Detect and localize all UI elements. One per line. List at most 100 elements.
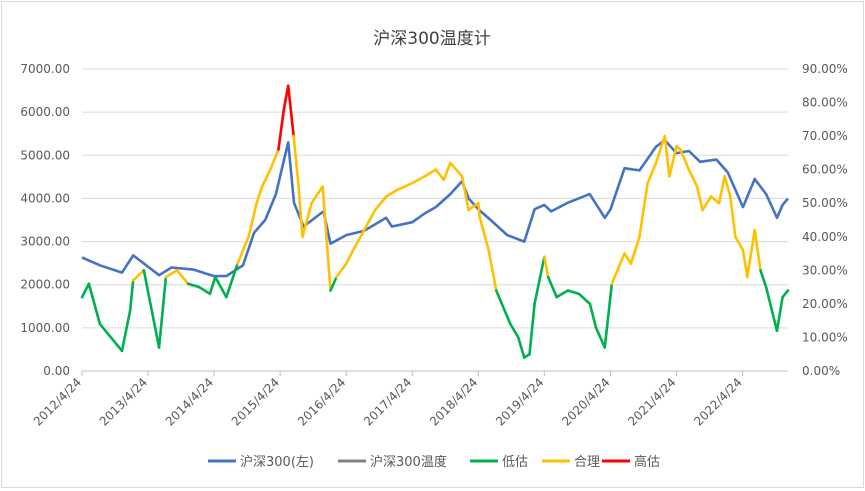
temperature-segment	[208, 275, 217, 296]
legend-label: 低估	[502, 455, 528, 470]
temperature-segment	[131, 269, 146, 282]
legend: 沪深300(左) 沪深300温度 低估 合理 高估	[208, 454, 660, 470]
x-tick-label: 2019/4/24	[493, 375, 546, 428]
x-tick-label: 2017/4/24	[361, 375, 414, 428]
temperature-segment	[186, 282, 201, 289]
temperature-segment	[603, 282, 614, 349]
y-right-tick-label: 70.00%	[802, 129, 848, 143]
temperature-segment	[728, 195, 737, 239]
temperature-segment	[286, 84, 295, 138]
temperature-segment	[247, 201, 258, 239]
temperature-segment	[543, 255, 550, 279]
temperature-segment	[197, 285, 212, 296]
y-left-tick-label: 4000.00	[20, 191, 70, 205]
temperature-segment	[384, 188, 399, 198]
y-axis-left: 0.00 1000.00 2000.00 3000.00 4000.00 5000.00 6…	[20, 62, 70, 378]
temperature-segment	[310, 185, 324, 205]
temperature-segment	[157, 275, 168, 349]
temperature-segment	[214, 275, 228, 299]
temperature-segment	[701, 195, 713, 212]
temperature-segment	[759, 269, 768, 289]
temperature-segment	[80, 282, 91, 299]
temperature-segment	[746, 228, 757, 279]
temperature-segment	[292, 134, 300, 182]
temperature-segment	[301, 201, 313, 239]
temperature-segment	[269, 148, 280, 171]
temperature-segment	[654, 134, 667, 165]
temperature-segment	[638, 181, 649, 239]
temperature-segment	[679, 148, 691, 171]
temperature-segment	[460, 175, 470, 212]
series-line-index	[81, 138, 789, 278]
x-axis: 2012/4/24 2013/4/24 2014/4/24 2015/4/24 2016…	[31, 370, 788, 429]
temperature-segment	[533, 255, 546, 306]
temperature-segment	[687, 168, 699, 188]
temperature-segment	[734, 235, 745, 252]
temperature-segment	[128, 279, 135, 312]
grid	[82, 68, 788, 372]
temperature-segment	[509, 322, 520, 339]
chart-title: 沪深300温度计	[373, 29, 490, 49]
temperature-segment	[448, 161, 464, 178]
y-left-tick-label: 0.00	[43, 364, 70, 378]
temperature-segment	[351, 228, 366, 252]
temperature-segment	[236, 235, 250, 265]
y-left-tick-label: 3000.00	[20, 235, 70, 249]
temperature-segment	[423, 168, 438, 178]
temperature-segment	[487, 248, 498, 292]
x-tick-label: 2020/4/24	[559, 375, 612, 428]
temperature-segment	[478, 215, 490, 252]
temperature-segment	[477, 201, 481, 218]
y-axis-right: 0.00% 10.00% 20.00% 30.00% 40.00% 50.00% 60.00…	[802, 62, 848, 378]
temperature-segment	[629, 235, 641, 265]
y-right-tick-label: 80.00%	[802, 96, 848, 110]
y-right-tick-label: 60.00%	[802, 163, 848, 177]
temperature-segment	[467, 201, 480, 212]
temperature-segment	[164, 269, 179, 279]
temperature-segment	[335, 262, 348, 279]
temperature-segment	[120, 309, 132, 353]
legend-label: 沪深300(左)	[240, 454, 314, 470]
y-left-tick-label: 5000.00	[20, 148, 70, 162]
y-left-tick-label: 1000.00	[20, 321, 70, 335]
temperature-segment	[594, 326, 607, 349]
temperature-segment	[494, 289, 512, 326]
x-tick-label: 2013/4/24	[97, 375, 150, 428]
x-tick-label: 2012/4/24	[31, 375, 84, 428]
y-right-tick-label: 30.00%	[802, 263, 848, 277]
x-tick-label: 2021/4/24	[625, 375, 678, 428]
temperature-segment	[546, 275, 558, 299]
temperature-segment	[717, 175, 726, 205]
temperature-segment	[225, 262, 239, 299]
legend-label: 合理	[574, 455, 600, 470]
y-right-tick-label: 40.00%	[802, 230, 848, 244]
temperature-segment	[296, 178, 304, 239]
temperature-segment	[623, 252, 633, 265]
temperature-segment	[516, 336, 526, 359]
temperature-segment	[344, 248, 355, 265]
temperature-segment	[646, 161, 658, 185]
temperature-segment	[142, 269, 161, 349]
x-tick-label: 2016/4/24	[295, 375, 348, 428]
x-tick-label: 2018/4/24	[427, 375, 480, 428]
temperature-segment	[753, 228, 762, 272]
temperature-segment	[781, 289, 790, 299]
temperature-segment	[528, 302, 536, 356]
temperature-segment	[434, 168, 446, 182]
temperature-segment	[695, 185, 704, 212]
temperature-segment	[775, 295, 784, 333]
temperature-segment	[329, 275, 338, 292]
temperature-segment	[577, 292, 592, 306]
temperature-segment	[764, 285, 779, 333]
temperature-segment	[109, 336, 124, 353]
temperature-segment	[588, 302, 598, 329]
temperature-segment	[709, 195, 721, 205]
temperature-segment	[87, 282, 102, 326]
y-left-tick-label: 2000.00	[20, 278, 70, 292]
y-right-tick-label: 50.00%	[802, 196, 848, 210]
temperature-segment	[723, 175, 732, 198]
temperature-segment	[260, 168, 272, 188]
x-tick-label: 2015/4/24	[229, 375, 282, 428]
